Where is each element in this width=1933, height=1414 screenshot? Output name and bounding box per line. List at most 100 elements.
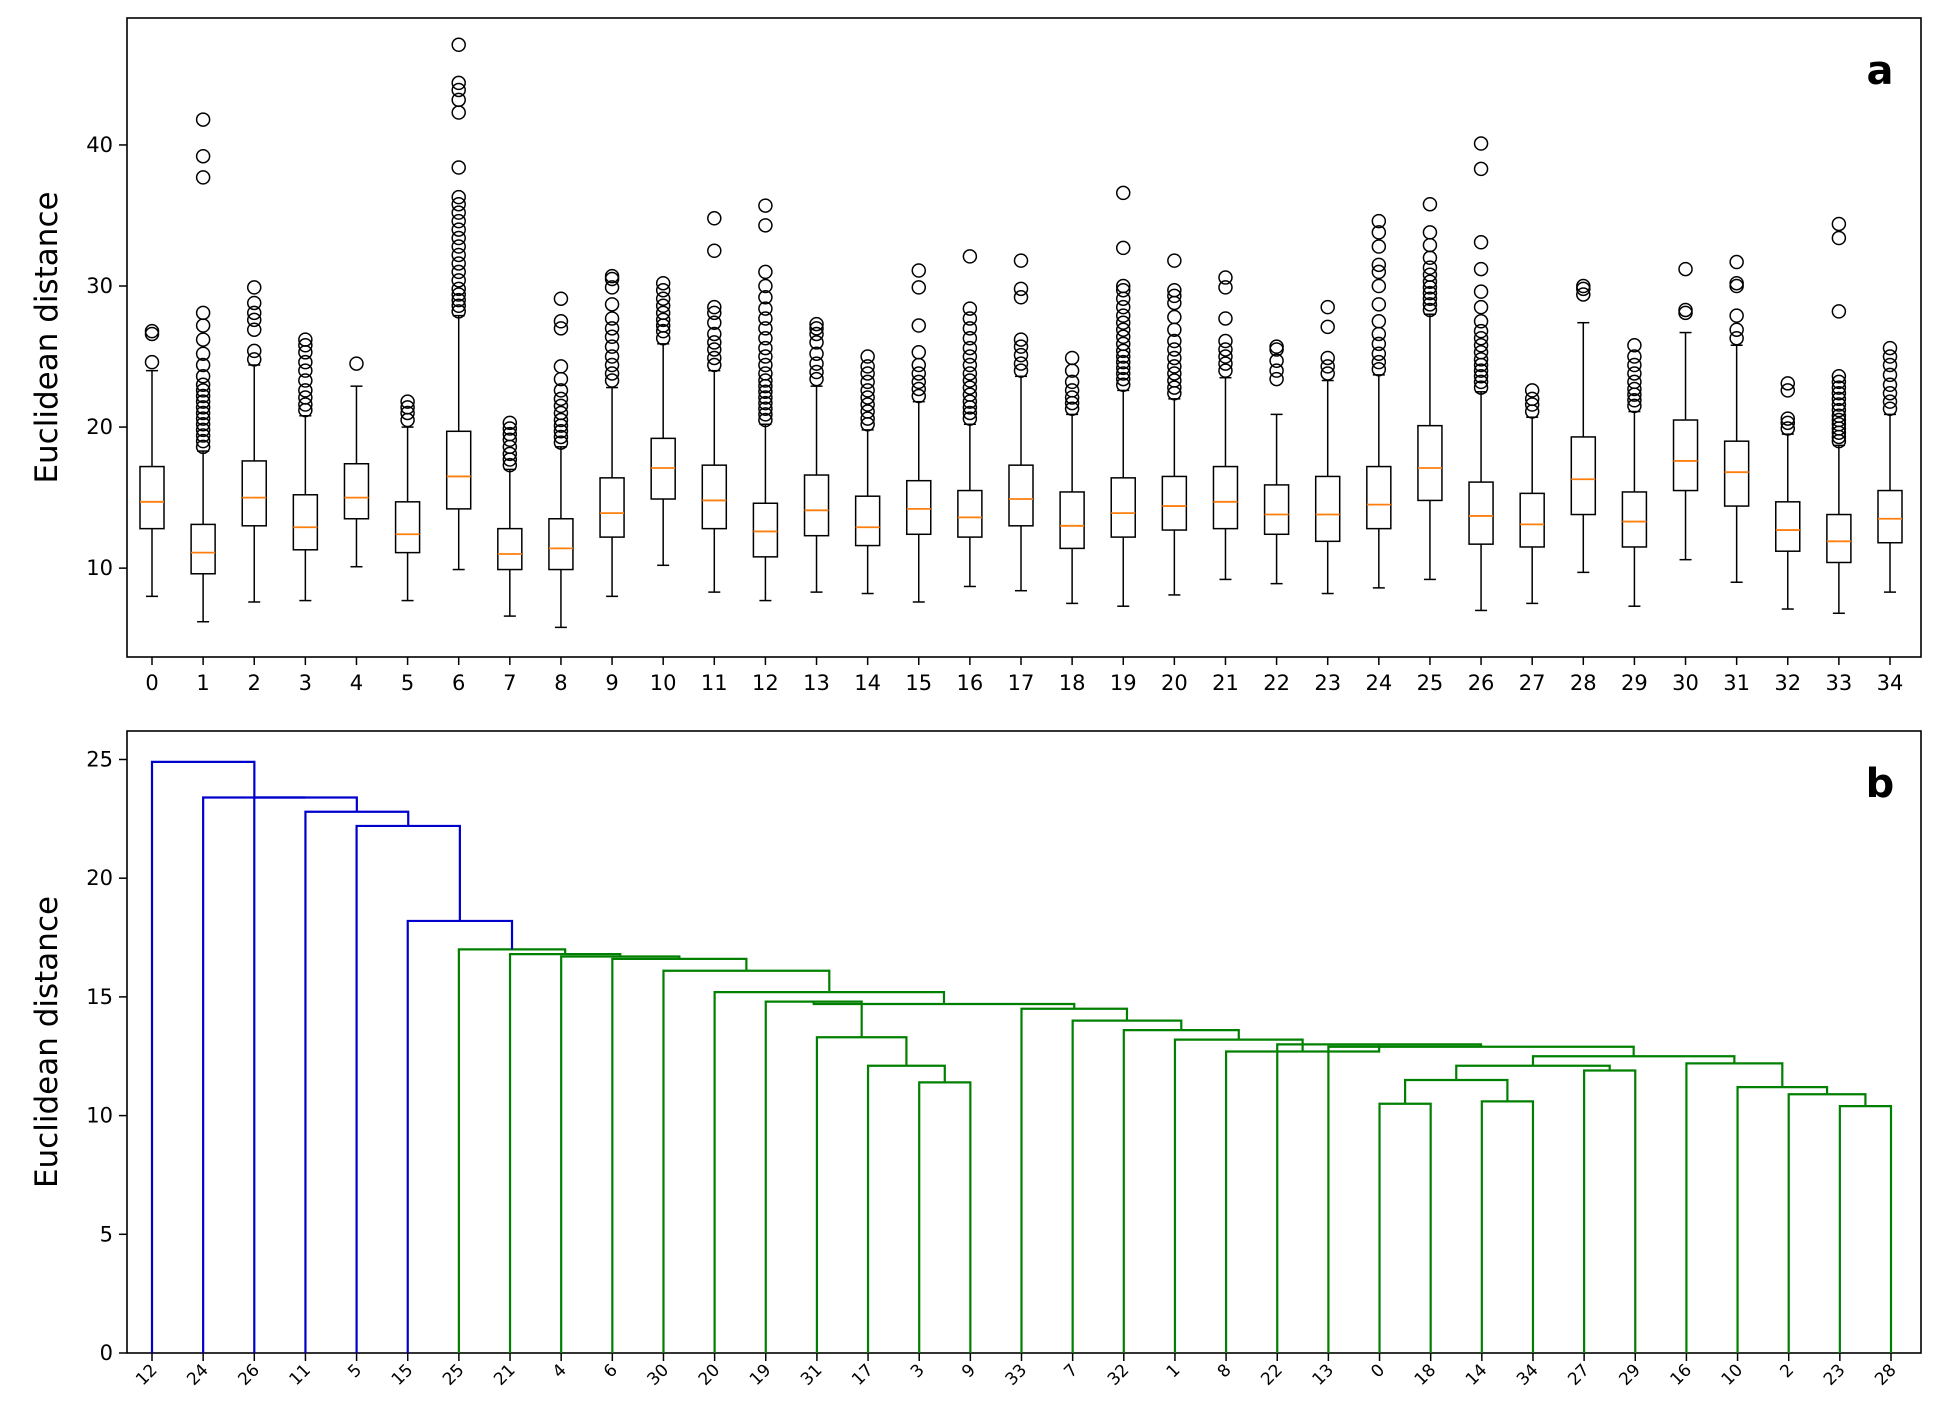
outlier-point	[298, 354, 313, 370]
box-21	[1212, 270, 1239, 581]
outlier-point	[809, 346, 824, 361]
box-1	[190, 112, 216, 623]
boxplot-x-tick-label: 4	[350, 671, 363, 695]
box-20	[1161, 253, 1188, 596]
outlier-point	[553, 405, 569, 421]
box-iqr	[1468, 481, 1494, 545]
box-12	[752, 198, 779, 602]
outlier-point	[655, 291, 671, 306]
outlier-point	[1422, 285, 1438, 301]
outlier-point	[1218, 311, 1233, 326]
dendrogram-link	[508, 953, 622, 1353]
outlier-point	[962, 411, 978, 426]
boxplot-y-axis-label: Euclidean distance	[29, 191, 65, 483]
outlier-point	[809, 364, 824, 380]
outlier-point	[195, 318, 211, 333]
boxplot-x-tick-label: 6	[452, 671, 465, 695]
outlier-point	[1473, 235, 1489, 250]
box-iqr	[497, 527, 523, 571]
box-iqr	[241, 460, 267, 527]
box-iqr	[190, 523, 216, 575]
outlier-point	[1473, 161, 1489, 177]
outlier-point	[195, 305, 211, 321]
outlier-point	[1013, 281, 1029, 297]
box-iqr	[1672, 419, 1699, 492]
outlier-point	[246, 312, 262, 328]
outlier-point	[1473, 314, 1489, 329]
outlier-point	[1218, 349, 1233, 364]
outlier-point	[758, 264, 773, 280]
outlier-point	[1115, 278, 1131, 294]
outlier-point	[1064, 401, 1080, 416]
outlier-point	[655, 305, 671, 321]
boxplot-x-tick-label: 34	[1877, 671, 1904, 695]
box-iqr	[752, 502, 779, 558]
outlier-point	[1422, 274, 1438, 290]
outlier-point	[1831, 397, 1847, 412]
boxplot-x-tick-label: 19	[1110, 671, 1137, 695]
outlier-point	[809, 316, 824, 332]
box-iqr	[1417, 424, 1443, 502]
box-iqr	[1621, 491, 1648, 548]
dendrogram-y-axis: 0 5 10 15 20 25	[86, 747, 127, 1365]
dendrogram-leaf-label: 28	[1871, 1360, 1900, 1389]
dendrogram-link	[611, 957, 748, 1353]
outlier-point	[962, 349, 978, 364]
dendrogram-link	[1838, 1105, 1893, 1353]
outlier-point	[1422, 291, 1438, 306]
boxplot-x-tick-label: 23	[1314, 671, 1341, 695]
dendrogram-leaf-label: 34	[1513, 1360, 1542, 1389]
box-iqr	[1212, 465, 1239, 530]
outlier-point	[911, 263, 927, 278]
outlier-point	[860, 349, 875, 364]
outlier-point	[1473, 374, 1489, 390]
outlier-point	[1218, 280, 1233, 295]
outlier-point	[1167, 309, 1182, 325]
outlier-point	[1115, 329, 1131, 345]
outlier-point	[758, 373, 773, 388]
outlier-point	[1371, 326, 1387, 342]
box-iqr	[1263, 484, 1290, 536]
dendrogram-link	[457, 948, 567, 1353]
outlier-point	[1115, 366, 1131, 381]
dendrogram-axes-frame	[126, 730, 1922, 1354]
outlier-point	[1627, 398, 1642, 414]
outlier-point	[553, 412, 569, 428]
outlier-point	[1167, 342, 1182, 357]
outlier-point	[911, 280, 927, 295]
outlier-point	[1115, 336, 1131, 352]
outlier-point	[1167, 359, 1182, 374]
outlier-point	[451, 304, 466, 319]
outlier-point	[1167, 366, 1182, 381]
outlier-point	[1627, 381, 1642, 397]
outlier-point	[400, 400, 415, 415]
box-iqr	[1161, 475, 1188, 531]
outlier-point	[758, 330, 773, 346]
outlier-point	[604, 280, 620, 295]
dendrogram-x-axis: 12 24 26 11 5 15 25 21 4 6 30 20 19 31 17 3 9 33 7 32 1 8 22 13…	[132, 1353, 1901, 1390]
box-14	[854, 349, 881, 595]
dendrogram-leaf-label: 33	[1002, 1360, 1031, 1389]
outlier-point	[1218, 356, 1233, 371]
outlier-point	[860, 359, 875, 374]
outlier-point	[911, 388, 927, 404]
box-iqr	[548, 518, 574, 571]
outlier-point	[1371, 239, 1387, 254]
outlier-point	[1627, 338, 1642, 353]
outlier-point	[1115, 322, 1131, 337]
outlier-point	[1422, 250, 1438, 266]
outlier-point	[1729, 278, 1744, 294]
outlier-point	[1371, 278, 1387, 294]
outlier-point	[604, 349, 620, 364]
outlier-point	[195, 405, 211, 421]
outlier-point	[1780, 383, 1796, 398]
outlier-point	[655, 323, 671, 339]
outlier-point	[758, 366, 773, 381]
box-28	[1570, 278, 1597, 574]
dendrogram-leaf-label: 23	[1820, 1360, 1849, 1389]
outlier-point	[758, 357, 773, 373]
outlier-point	[1422, 260, 1438, 275]
dendrogram-leaf-label: 7	[1060, 1360, 1082, 1382]
outlier-point	[1627, 374, 1642, 390]
box-iqr	[599, 477, 625, 538]
